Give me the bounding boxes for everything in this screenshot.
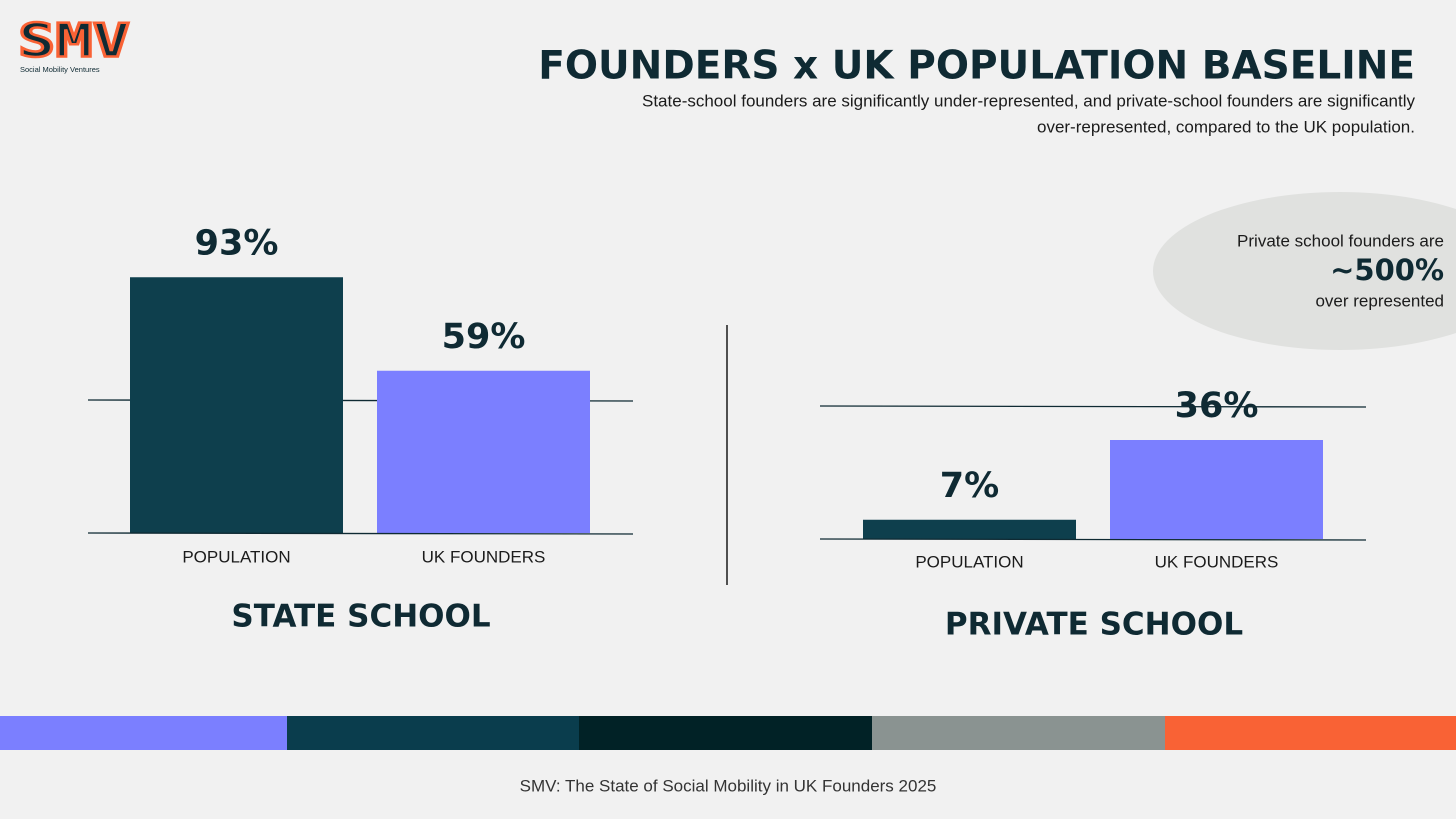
bar xyxy=(863,519,1076,539)
subtitle: over-represented, compared to the UK pop… xyxy=(1037,117,1415,136)
callout-bubble xyxy=(1153,192,1456,350)
baseline xyxy=(819,538,1367,541)
logo-name: Social Mobility Ventures xyxy=(20,65,100,74)
reference-line xyxy=(819,405,1367,408)
chart-title: PRIVATE SCHOOL xyxy=(945,607,1243,643)
category-label: UK FOUNDERS xyxy=(1155,552,1279,571)
callout-tail: over represented xyxy=(1315,291,1444,310)
strip xyxy=(579,716,873,750)
value-label: 93% xyxy=(195,223,279,263)
bar xyxy=(377,370,590,533)
category-label: POPULATION xyxy=(915,552,1023,571)
chart-title: STATE SCHOOL xyxy=(231,599,490,635)
value-label: 36% xyxy=(1175,386,1259,426)
value-label: 7% xyxy=(940,466,999,506)
title: FOUNDERS x UK POPULATION BASELINE xyxy=(538,44,1415,89)
logo-mark: SMV xyxy=(18,14,130,68)
category-label: POPULATION xyxy=(182,547,290,566)
callout-figure: ~500% xyxy=(1330,253,1444,287)
bar xyxy=(130,277,343,533)
strip xyxy=(287,716,580,750)
baseline xyxy=(87,532,634,535)
strip xyxy=(872,716,1166,750)
footer: SMV: The State of Social Mobility in UK … xyxy=(520,776,937,795)
bar xyxy=(1110,440,1323,539)
value-label: 59% xyxy=(442,317,526,357)
callout-lead: Private school founders are xyxy=(1237,231,1444,250)
strip xyxy=(1165,716,1456,750)
strip xyxy=(0,716,288,750)
category-label: UK FOUNDERS xyxy=(422,547,546,566)
subtitle: State-school founders are significantly … xyxy=(642,91,1415,110)
